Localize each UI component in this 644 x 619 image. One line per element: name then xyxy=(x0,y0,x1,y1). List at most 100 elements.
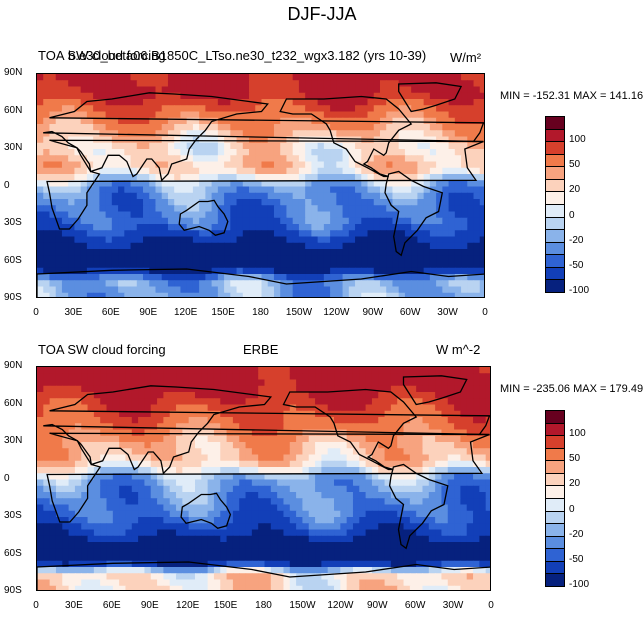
grid-cell xyxy=(155,286,163,294)
grid-cell xyxy=(86,255,94,263)
grid-cell xyxy=(264,567,272,574)
grid-cell xyxy=(386,236,394,244)
grid-cell xyxy=(411,130,419,138)
grid-cell xyxy=(330,217,337,225)
grid-cell xyxy=(61,74,69,81)
grid-cell xyxy=(292,111,300,119)
grid-cell xyxy=(106,417,114,424)
grid-cell xyxy=(258,523,266,531)
grid-cell xyxy=(201,410,209,418)
grid-cell xyxy=(37,167,44,175)
grid-cell xyxy=(336,286,344,294)
grid-cell xyxy=(348,242,356,250)
grid-cell xyxy=(49,211,57,219)
grid-cell xyxy=(112,373,120,381)
grid-cell xyxy=(305,124,312,131)
grid-cell xyxy=(442,292,450,297)
grid-cell xyxy=(270,448,278,456)
grid-cell xyxy=(207,442,215,449)
grid-cell xyxy=(112,560,120,568)
grid-cell xyxy=(61,186,69,194)
grid-cell xyxy=(261,161,269,169)
grid-cell xyxy=(485,510,490,518)
grid-cell xyxy=(296,423,304,431)
grid-cell xyxy=(317,105,325,113)
grid-cell xyxy=(308,392,316,399)
colorbar-label: 20 xyxy=(569,184,581,196)
grid-cell xyxy=(298,286,306,294)
grid-cell xyxy=(386,149,394,156)
grid-cell xyxy=(99,261,107,269)
grid-cell xyxy=(311,92,319,100)
grid-cell xyxy=(454,155,462,163)
grid-cell xyxy=(207,423,215,431)
grid-cell xyxy=(466,404,474,412)
grid-cell xyxy=(176,517,183,524)
grid-cell xyxy=(81,529,89,537)
grid-cell xyxy=(479,485,487,493)
grid-cell xyxy=(192,167,200,175)
grid-cell xyxy=(392,174,400,181)
grid-cell xyxy=(305,217,312,225)
grid-cell xyxy=(277,423,285,431)
grid-cell xyxy=(131,417,139,424)
grid-cell xyxy=(270,404,278,412)
grid-cell xyxy=(155,199,163,206)
grid-cell xyxy=(258,467,266,474)
grid-cell xyxy=(473,236,481,244)
grid-cell xyxy=(155,74,163,81)
grid-cell xyxy=(384,560,392,568)
grid-cell xyxy=(311,174,319,181)
grid-cell xyxy=(118,80,125,88)
grid-cell xyxy=(119,379,127,387)
grid-cell xyxy=(467,161,475,169)
grid-cell xyxy=(485,398,490,406)
grid-cell xyxy=(224,286,231,294)
grid-cell xyxy=(378,417,386,424)
grid-cell xyxy=(163,398,171,406)
grid-cell xyxy=(43,460,51,468)
grid-cell xyxy=(461,280,468,288)
grid-cell xyxy=(348,205,356,213)
grid-cell xyxy=(199,230,206,238)
grid-cell xyxy=(157,398,164,406)
grid-cell xyxy=(74,454,82,462)
grid-cell xyxy=(62,467,70,474)
grid-cell xyxy=(245,392,253,399)
grid-cell xyxy=(199,249,206,256)
grid-cell xyxy=(163,460,171,468)
grid-cell xyxy=(454,542,461,549)
grid-cell xyxy=(213,504,221,512)
grid-cell xyxy=(323,224,331,231)
grid-cell xyxy=(460,398,468,406)
grid-cell xyxy=(61,255,69,263)
grid-cell xyxy=(386,186,394,194)
grid-cell xyxy=(323,124,331,131)
colorbar-label: -20 xyxy=(569,234,584,246)
grid-cell xyxy=(220,504,228,512)
grid-cell xyxy=(80,111,88,119)
grid-cell xyxy=(454,292,462,297)
grid-cell xyxy=(68,392,76,399)
grid-cell xyxy=(144,523,152,531)
grid-cell xyxy=(125,492,133,499)
grid-cell xyxy=(361,186,369,194)
grid-cell xyxy=(167,217,175,225)
grid-cell xyxy=(150,442,158,449)
grid-cell xyxy=(423,211,431,219)
grid-cell xyxy=(378,473,386,481)
grid-cell xyxy=(264,523,272,531)
grid-cell xyxy=(49,130,57,138)
grid-cell xyxy=(130,117,138,125)
grid-cell xyxy=(384,492,392,499)
grid-cell xyxy=(239,554,247,562)
grid-cell xyxy=(416,423,424,431)
grid-cell xyxy=(292,167,300,175)
grid-cell xyxy=(144,379,152,387)
grid-cell xyxy=(226,435,234,443)
grid-cell xyxy=(305,236,312,244)
grid-cell xyxy=(199,136,206,144)
grid-cell xyxy=(130,242,138,250)
grid-cell xyxy=(277,560,285,568)
grid-cell xyxy=(130,199,138,206)
